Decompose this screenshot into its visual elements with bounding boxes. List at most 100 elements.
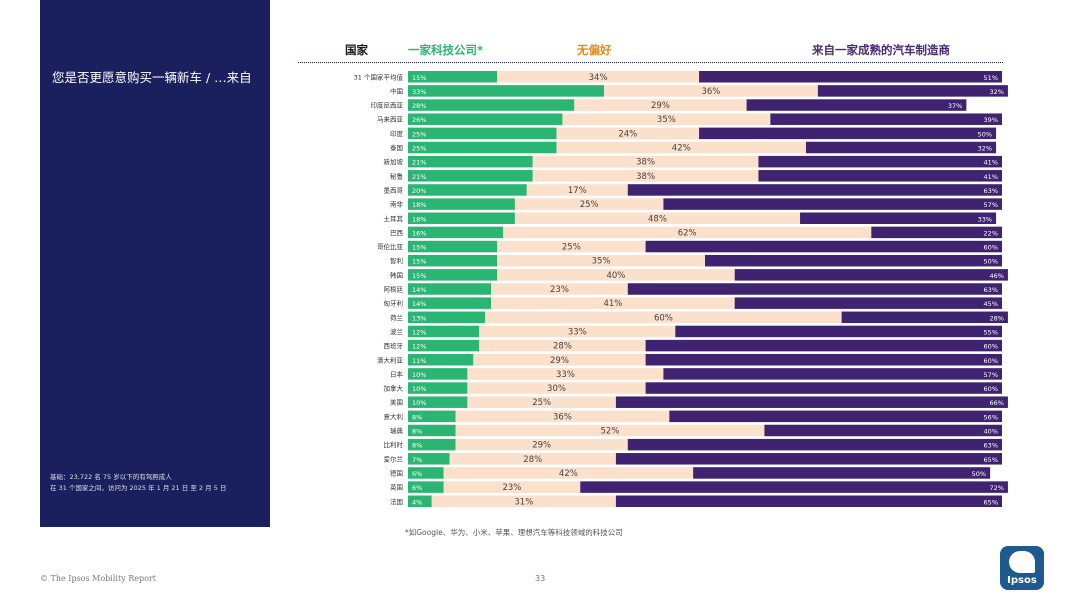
legend-no-preference: 无偏好: [577, 43, 612, 57]
value-label-auto: 57%: [984, 201, 998, 209]
bar-none: [497, 71, 700, 83]
value-label-tech: 11%: [412, 357, 426, 365]
value-label-none: 33%: [556, 370, 575, 380]
value-label-tech: 15%: [412, 272, 426, 280]
bar-none: [532, 170, 759, 182]
value-label-auto: 37%: [948, 102, 962, 110]
bar-tech: [408, 339, 480, 352]
bar-none: [574, 99, 747, 111]
bar-none: [485, 311, 842, 324]
bar-none: [604, 85, 818, 97]
value-label-tech: 21%: [412, 159, 426, 167]
bar-auto: [758, 155, 1002, 168]
bar-auto: [663, 198, 1002, 210]
ipsos-logo-text: Ipsos: [1007, 575, 1037, 586]
value-label-tech: 13%: [412, 314, 426, 322]
bar-none: [473, 354, 646, 366]
report-source: © The Ipsos Mobility Report: [40, 574, 156, 583]
value-label-auto: 60%: [984, 385, 998, 393]
value-label-tech: 33%: [412, 88, 426, 96]
bar-none: [556, 127, 700, 140]
country-label: 墨西哥: [384, 186, 404, 194]
bar-tech: [408, 382, 468, 394]
bar-auto: [645, 382, 1002, 394]
bar-auto: [699, 127, 997, 140]
country-label: 英国: [390, 483, 403, 492]
value-label-tech: 16%: [412, 229, 426, 237]
bar-auto: [645, 339, 1002, 352]
value-label-tech: 8%: [412, 442, 422, 450]
bar-auto: [817, 85, 1008, 97]
base-note-line-2: 在 31 个国家之间，访问为 2025 年 1 月 21 日 至 2 月 5 日: [50, 484, 227, 492]
value-label-none: 35%: [657, 115, 676, 125]
bar-auto: [627, 438, 1002, 451]
bar-none: [455, 410, 670, 423]
bar-none: [532, 155, 759, 168]
bar-tech: [408, 141, 557, 154]
bar-none: [479, 325, 676, 338]
bar-none: [562, 113, 771, 125]
value-label-tech: 18%: [412, 201, 426, 209]
chart-footnote: *如Google、华为、小米、苹果、理想汽车等科技领域的科技公司: [405, 528, 623, 537]
value-label-none: 23%: [502, 483, 521, 493]
bar-auto: [746, 99, 967, 111]
value-label-auto: 72%: [989, 484, 1003, 492]
value-label-tech: 14%: [412, 300, 426, 308]
value-label-tech: 8%: [412, 428, 422, 436]
legend-established-automaker: 来自一家成熟的汽车制造商: [812, 43, 950, 57]
value-label-tech: 12%: [412, 328, 426, 336]
bar-auto: [770, 113, 1002, 125]
bar-auto: [841, 311, 1008, 324]
bar-tech: [408, 467, 444, 479]
bar-tech: [408, 212, 515, 224]
value-label-auto: 41%: [984, 159, 998, 167]
value-label-auto: 65%: [984, 498, 998, 506]
bar-auto: [645, 240, 1002, 253]
value-label-none: 36%: [701, 87, 720, 97]
value-label-auto: 56%: [984, 413, 998, 421]
value-label-auto: 60%: [984, 244, 998, 252]
value-label-none: 30%: [547, 384, 566, 394]
bar-auto: [675, 325, 1002, 338]
bar-auto: [627, 283, 1002, 295]
bar-none: [479, 339, 646, 352]
country-label: 波兰: [390, 327, 404, 336]
country-label: 南非: [390, 200, 404, 209]
value-label-tech: 4%: [412, 498, 422, 506]
bar-none: [455, 424, 765, 437]
value-label-auto: 60%: [984, 357, 998, 365]
value-label-tech: 26%: [412, 116, 426, 124]
value-label-auto: 46%: [989, 272, 1003, 280]
value-label-none: 29%: [532, 441, 551, 451]
bar-none: [514, 198, 664, 210]
bar-auto: [615, 453, 1002, 465]
value-label-tech: 8%: [412, 413, 422, 421]
value-label-auto: 39%: [984, 116, 998, 124]
country-label: 中国: [390, 86, 403, 95]
bar-tech: [408, 226, 504, 239]
country-label: 澳大利亚: [377, 355, 404, 364]
bar-none: [491, 283, 628, 295]
bar-tech: [408, 155, 533, 168]
bar-tech: [408, 297, 492, 309]
value-label-none: 62%: [678, 228, 697, 238]
country-label: 荷兰: [390, 313, 404, 322]
value-label-tech: 12%: [412, 343, 426, 351]
country-label: 意大利: [384, 412, 404, 421]
bar-auto: [693, 467, 991, 479]
bar-none: [497, 269, 735, 281]
value-label-auto: 41%: [984, 173, 998, 181]
bar-tech: [408, 410, 456, 423]
country-label: 土耳其: [384, 214, 404, 223]
country-label: 日本: [390, 369, 404, 378]
value-label-none: 31%: [514, 497, 533, 507]
country-label: 比利时: [384, 440, 404, 449]
value-label-auto: 50%: [972, 470, 986, 478]
value-label-auto: 22%: [984, 229, 998, 237]
bar-none: [497, 240, 646, 253]
bar-none: [449, 453, 616, 465]
value-label-auto: 66%: [989, 399, 1003, 407]
bar-auto: [669, 410, 1002, 423]
bar-auto: [734, 269, 1008, 281]
bar-auto: [615, 396, 1008, 408]
